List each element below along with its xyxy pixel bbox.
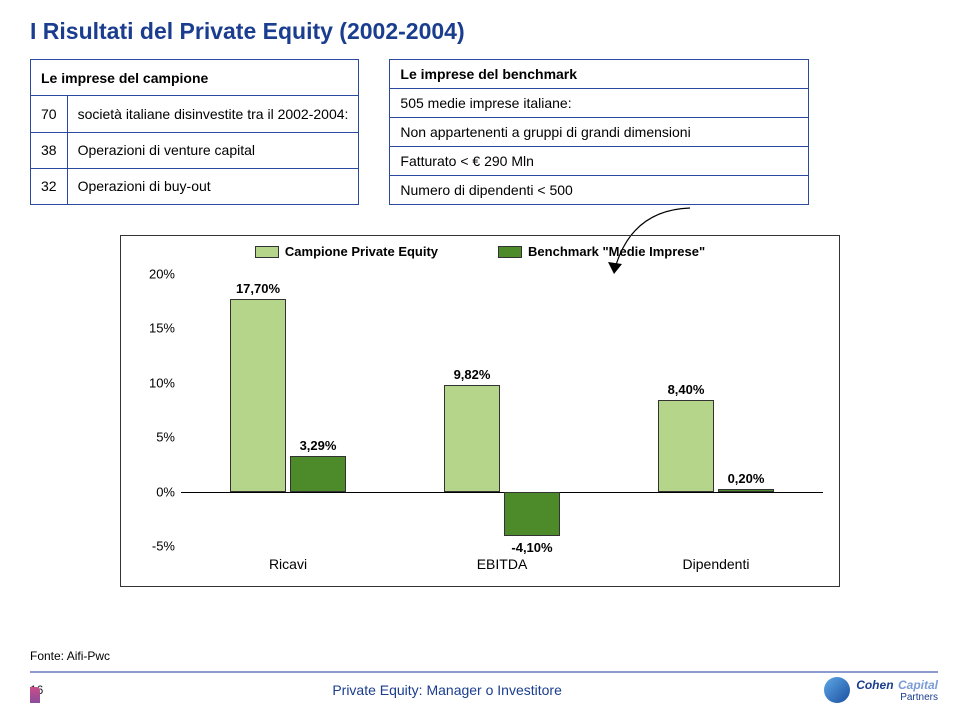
table-row: 32 Operazioni di buy-out: [31, 168, 359, 204]
y-tick-label: 5%: [127, 430, 175, 445]
benchmark-header-row: Le imprese del benchmark: [390, 60, 809, 89]
logo-text-1: Cohen: [856, 678, 893, 692]
company-logo: Cohen Capital Partners: [824, 677, 938, 703]
table-row: 38 Operazioni di venture capital: [31, 132, 359, 168]
legend-item-benchmark: Benchmark "Medie Imprese": [498, 244, 705, 259]
benchmark-header: Le imprese del benchmark: [390, 60, 809, 89]
y-tick-label: 0%: [127, 484, 175, 499]
bar-ebitda-benchmark: [504, 492, 560, 537]
x-category-label: Ricavi: [269, 556, 307, 572]
bar-value-label: 9,82%: [432, 367, 512, 382]
y-tick-label: 15%: [127, 321, 175, 336]
cell-num: 70: [31, 96, 68, 132]
bar-value-label: 0,20%: [706, 471, 786, 486]
zero-line: [181, 492, 823, 493]
x-category-label: EBITDA: [477, 556, 528, 572]
cell-num: 38: [31, 132, 68, 168]
benchmark-table: Le imprese del benchmark 505 medie impre…: [389, 59, 809, 205]
cell-text: Fatturato < € 290 Mln: [390, 147, 809, 176]
bar-value-label: -4,10%: [492, 540, 572, 555]
bar-ricavi-campione: [230, 299, 286, 492]
campione-header-row: Le imprese del campione: [31, 60, 359, 96]
table-row: Fatturato < € 290 Mln: [390, 147, 809, 176]
page-title: I Risultati del Private Equity (2002-200…: [30, 18, 930, 45]
table-row: 505 medie imprese italiane:: [390, 89, 809, 118]
legend-swatch-campione: [255, 246, 279, 258]
corner-flag-icon: [30, 687, 40, 703]
cell-num: 32: [31, 168, 68, 204]
y-tick-label: 10%: [127, 375, 175, 390]
bar-value-label: 8,40%: [646, 382, 726, 397]
chart-legend: Campione Private Equity Benchmark "Medie…: [121, 236, 839, 263]
slide-page: I Risultati del Private Equity (2002-200…: [0, 0, 960, 715]
table-row: Numero di dipendenti < 500: [390, 176, 809, 205]
cell-text: Operazioni di buy-out: [67, 168, 359, 204]
logo-text-2: Capital: [898, 678, 938, 692]
table-row: 70 società italiane disinvestite tra il …: [31, 96, 359, 132]
bar-ebitda-campione: [444, 385, 500, 492]
bar-dipendenti-benchmark: [718, 489, 774, 491]
plot-area: -5%0%5%10%15%20%17,70%3,29%Ricavi9,82%-4…: [181, 274, 823, 546]
bar-value-label: 3,29%: [278, 438, 358, 453]
legend-swatch-benchmark: [498, 246, 522, 258]
cell-text: società italiane disinvestite tra il 200…: [67, 96, 359, 132]
tables-row: Le imprese del campione 70 società itali…: [30, 59, 930, 205]
x-category-label: Dipendenti: [683, 556, 750, 572]
y-tick-label: 20%: [127, 267, 175, 282]
logo-text-3: Partners: [856, 693, 938, 703]
cell-text: Operazioni di venture capital: [67, 132, 359, 168]
bar-chart: Campione Private Equity Benchmark "Medie…: [120, 235, 840, 587]
legend-label: Benchmark "Medie Imprese": [528, 244, 705, 259]
bar-ricavi-benchmark: [290, 456, 346, 492]
source-text: Fonte: Aifi-Pwc: [30, 649, 938, 663]
bar-value-label: 17,70%: [218, 281, 298, 296]
chart-container: Campione Private Equity Benchmark "Medie…: [30, 235, 930, 587]
slide-footer: Fonte: Aifi-Pwc 16 Private Equity: Manag…: [30, 649, 938, 703]
cell-text: Numero di dipendenti < 500: [390, 176, 809, 205]
footer-rule: [30, 671, 938, 673]
campione-table: Le imprese del campione 70 società itali…: [30, 59, 359, 205]
footer-title: Private Equity: Manager o Investitore: [332, 682, 562, 698]
logo-mark-icon: [824, 677, 850, 703]
campione-header: Le imprese del campione: [31, 60, 359, 96]
cell-text: Non appartenenti a gruppi di grandi dime…: [390, 118, 809, 147]
legend-item-campione: Campione Private Equity: [255, 244, 438, 259]
table-row: Non appartenenti a gruppi di grandi dime…: [390, 118, 809, 147]
cell-text: 505 medie imprese italiane:: [390, 89, 809, 118]
legend-label: Campione Private Equity: [285, 244, 438, 259]
y-tick-label: -5%: [127, 539, 175, 554]
